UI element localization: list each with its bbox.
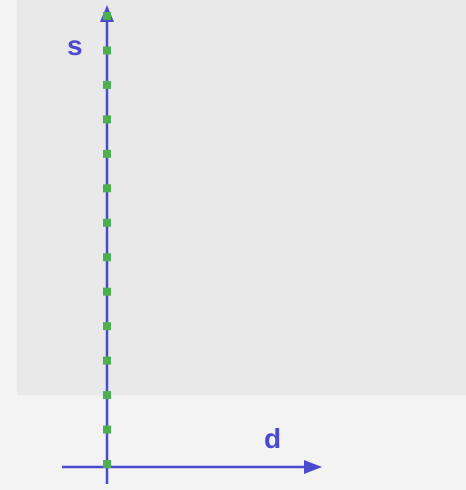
marker-point (103, 460, 111, 468)
marker-point (103, 425, 111, 434)
marker-point (103, 115, 111, 124)
marker-point (103, 322, 111, 331)
marker-point (103, 46, 111, 55)
x-axis-label: d (264, 423, 282, 454)
marker-point (103, 391, 111, 400)
marker-point (103, 12, 111, 20)
plot-area-panel (17, 0, 466, 395)
y-axis-label: s (67, 30, 83, 61)
marker-point (103, 218, 111, 227)
marker-point (103, 253, 111, 262)
marker-series (103, 12, 111, 468)
marker-point (103, 149, 111, 158)
marker-point (103, 356, 111, 365)
marker-point (103, 287, 111, 296)
x-axis-arrowhead (304, 460, 322, 474)
marker-point (103, 80, 111, 89)
marker-point (103, 184, 111, 193)
